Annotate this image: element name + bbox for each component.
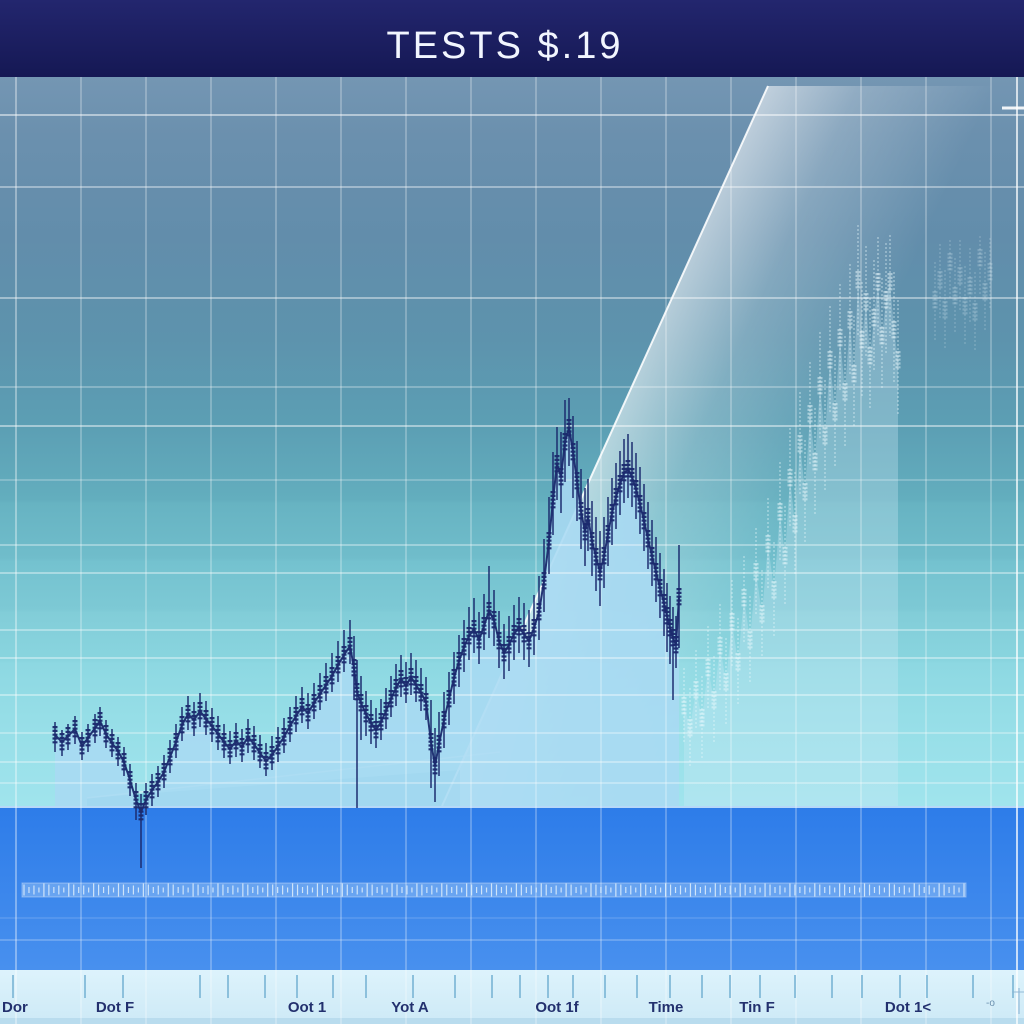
x-axis-label: Yot A — [391, 999, 429, 1016]
x-axis-label: Dot 1< — [885, 999, 932, 1016]
area-fill-layer — [55, 280, 898, 812]
corner-mark: -o — [986, 998, 995, 1009]
axis-strip — [0, 970, 1024, 1024]
x-axis-label: Oot 1f — [535, 999, 579, 1016]
x-axis-label: Tin F — [739, 999, 775, 1016]
ghost-price-series — [681, 225, 993, 768]
price-polyline — [54, 427, 680, 815]
edge-marks — [1002, 106, 1024, 1014]
x-axis-label: Oot 1 — [288, 999, 326, 1016]
ruler-strip — [21, 882, 967, 898]
x-axis-label: Dot F — [96, 999, 134, 1016]
ghost-area-fill — [684, 280, 898, 806]
page-title: TESTS $.19 — [387, 25, 624, 67]
x-axis-label: Time — [649, 999, 684, 1016]
price-area-fill — [55, 428, 679, 812]
strip-bottom-edge — [0, 1018, 1024, 1024]
volume-band-layer — [0, 806, 1024, 1024]
title-bar — [0, 0, 1024, 77]
x-axis: Dor Dot F Oot 1 Yot A Oot 1f Time Tin F Dot 1< -… — [2, 975, 1014, 1016]
x-axis-label: Dor — [2, 999, 28, 1016]
price-line-series — [52, 398, 682, 868]
